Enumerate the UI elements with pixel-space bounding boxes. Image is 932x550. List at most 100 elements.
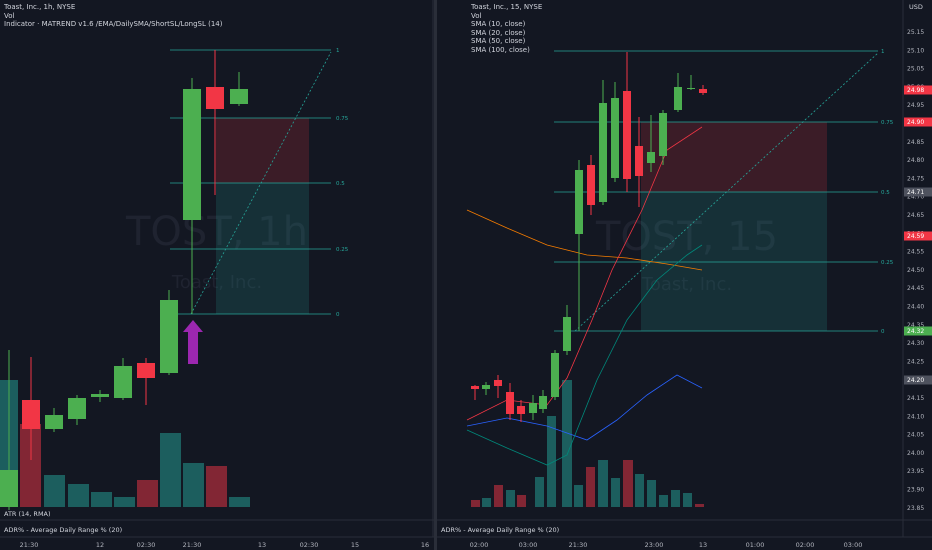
price-tick: 24.40 [907,304,924,311]
chart-legend: Toast, Inc., 15, NYSE Vol SMA (10, close… [471,3,542,54]
price-tick: 24.85 [907,139,924,146]
candle [635,117,643,207]
fib-level-label: 0 [881,329,885,335]
atr-indicator-label[interactable]: ATR (14, RMA) [4,510,51,518]
currency-label[interactable]: USD [909,3,923,11]
time-tick: 12 [96,541,104,549]
fib-level-label: 1 [881,49,885,55]
adr-indicator-label[interactable]: ADR% - Average Daily Range % (20) [4,526,122,534]
price-tag-label: 24.98 [907,87,924,94]
candles [0,50,248,510]
volume-bars [471,380,704,507]
chart-canvas-1h[interactable]: TOST, 1h Toast, Inc. 1 0.75 0.5 0.25 0 [0,0,434,550]
sma-label[interactable]: SMA (100, close) [471,45,530,54]
time-tick: 15 [351,541,359,549]
time-tick: 03:00 [519,541,538,549]
price-tag [904,375,932,385]
chart-canvas-15m[interactable]: TOST, 15 Toast, Inc. 1 0.75 0.5 0.25 0 [437,0,932,550]
time-tick: 23:00 [645,541,664,549]
price-tick: 23.85 [907,505,924,512]
price-tag [904,187,932,197]
fib-lines [554,50,878,332]
chart-pane-1h[interactable]: TOST, 1h Toast, Inc. 1 0.75 0.5 0.25 0 [0,0,434,550]
price-tag-label: 24.32 [907,328,924,335]
time-tick: 02:00 [796,541,815,549]
candle [539,390,547,413]
price-axis[interactable]: USD25.1525.1025.0525.0024.9524.9024.8524… [904,3,932,512]
candle [506,383,514,420]
candle [659,110,667,165]
time-tick: 01:00 [746,541,765,549]
adr-indicator-label[interactable]: ADR% - Average Daily Range % (20) [441,526,559,534]
pane-divider[interactable] [434,0,437,550]
indicator-label[interactable]: Indicator · MATREND v1.6 /EMA/DailySMA/S… [4,20,223,28]
candle [563,305,571,355]
time-axis[interactable]: 02:00 03:00 21:30 23:00 13 01:00 02:00 0… [470,541,863,549]
fib-level-labels: 1 0.75 0.5 0.25 0 [881,49,894,335]
volume-label[interactable]: Vol [4,11,15,20]
price-tick: 24.45 [907,285,924,292]
time-tick: 02:00 [470,541,489,549]
price-tick: 24.35 [907,322,924,329]
price-tick: 24.10 [907,413,924,420]
fib-level-label: 0 [336,312,340,318]
sma-label[interactable]: SMA (10, close) [471,20,526,28]
fib-level-label: 0.25 [336,247,349,253]
volume-bars [0,380,250,507]
candle [230,72,248,106]
candle [137,358,155,405]
chart-pane-15m[interactable]: TOST, 15 Toast, Inc. 1 0.75 0.5 0.25 0 [437,0,932,550]
price-tick: 24.80 [907,157,924,164]
symbol-title[interactable]: Toast, Inc., 1h, NYSE [4,3,76,11]
price-tick: 24.95 [907,102,924,109]
symbol-title[interactable]: Toast, Inc., 15, NYSE [471,3,543,11]
sma-10-line [466,126,703,421]
candle [45,408,63,432]
candle [611,82,619,182]
time-tick: 13 [258,541,266,549]
sma-label[interactable]: SMA (20, close) [471,28,526,37]
candle [0,350,18,510]
price-tick: 23.90 [907,487,924,494]
time-tick: 21:30 [20,541,39,549]
volume-label[interactable]: Vol [471,11,482,20]
candle [699,85,707,95]
price-tag-label: 24.59 [907,233,924,240]
time-axis[interactable]: 21:30 12 02:30 21:30 13 02:30 15 16 [20,541,430,549]
price-tick: 24.15 [907,395,924,402]
take-profit-zone [641,192,827,331]
candle [529,395,537,420]
price-tag [904,231,932,241]
sma-50-line [466,374,703,441]
watermark-ticker: TOST, 1h [125,209,308,255]
candle [687,75,695,90]
time-tick: 02:30 [137,541,156,549]
sma-label[interactable]: SMA (50, close) [471,37,526,45]
chart-legend: Toast, Inc., 1h, NYSE Vol Indicator · MA… [4,3,222,29]
price-tick: 24.70 [907,194,924,201]
candle [623,52,631,192]
sma-20-line [466,244,703,466]
time-tick: 16 [421,541,429,549]
candle [183,78,201,314]
price-tick: 25.10 [907,47,924,54]
watermark-ticker: TOST, 15 [595,214,778,260]
candle [22,357,40,460]
price-tick: 24.55 [907,249,924,256]
fib-level-label: 0.75 [336,116,349,122]
fib-trend-line [574,52,879,332]
price-tick: 24.25 [907,358,924,365]
fib-trend-line [190,51,332,315]
time-tick: 13 [699,541,707,549]
buy-signal-arrow-icon [183,320,203,364]
candle [68,395,86,425]
stop-loss-zone [216,118,309,183]
candle [599,80,607,205]
price-tag-label: 24.71 [907,189,924,196]
price-tick: 23.95 [907,468,924,475]
fib-level-label: 0.5 [881,190,890,196]
sma-100-line [466,209,703,271]
fib-level-labels: 1 0.75 0.5 0.25 0 [336,48,349,318]
price-tag-label: 24.20 [907,377,924,384]
price-tick: 24.50 [907,267,924,274]
